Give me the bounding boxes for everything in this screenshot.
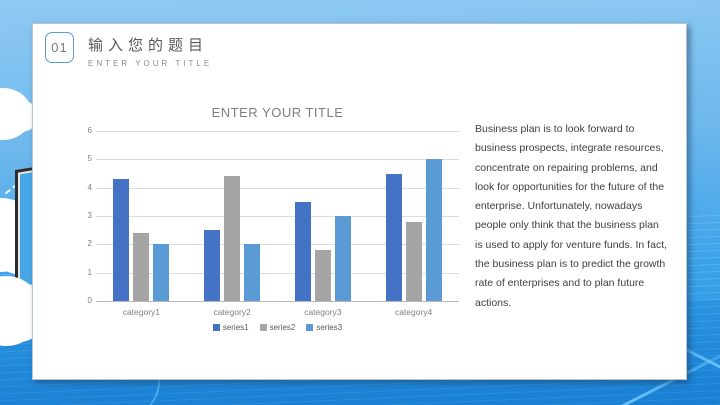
gridline <box>96 244 459 246</box>
body-text: Business plan is to look forward to busi… <box>475 123 668 309</box>
section-number-badge: 01 <box>45 32 74 63</box>
bar-series3-category1 <box>153 244 170 301</box>
legend-item-series3: series3 <box>306 323 342 332</box>
legend-swatch-series1 <box>212 324 220 331</box>
slide-title: 输入您的题目 <box>88 37 209 54</box>
x-axis-category-label: category3 <box>304 307 342 317</box>
y-axis-tick-label: 1 <box>87 267 92 277</box>
slide-header: 01 输入您的题目 ENTER YOUR TITLE <box>45 32 212 68</box>
gridline <box>96 187 459 189</box>
bar-series2-category3 <box>314 250 331 301</box>
legend-item-series1: series1 <box>212 323 249 332</box>
slide-card: 01 输入您的题目 ENTER YOUR TITLE ENTER YOUR TI… <box>32 23 687 380</box>
legend-item-series2: series2 <box>259 323 296 332</box>
bar-series1-category3 <box>294 201 311 301</box>
y-axis-tick-label: 3 <box>87 211 92 220</box>
legend-swatch-series2 <box>259 324 267 331</box>
bar-series1-category1 <box>113 179 130 301</box>
gridline <box>96 216 459 217</box>
x-axis-category-label: category4 <box>394 307 433 317</box>
chart-title: ENTER YOUR TITLE <box>211 105 344 120</box>
legend-label-series3: series3 <box>316 323 343 332</box>
gridline <box>96 272 459 274</box>
bar-series3-category3 <box>334 216 351 301</box>
legend-swatch-series3 <box>306 324 314 331</box>
gridline <box>96 301 459 302</box>
y-axis-tick-label: 2 <box>87 239 92 249</box>
y-axis-tick-label: 4 <box>87 182 92 192</box>
gridline <box>96 131 459 132</box>
y-axis-tick-label: 0 <box>87 296 92 305</box>
bar-series2-category1 <box>133 233 150 301</box>
y-axis-tick-label: 6 <box>87 126 92 135</box>
y-axis-tick-label: 5 <box>87 154 92 164</box>
legend-label-series1: series1 <box>222 323 249 332</box>
header-text: 输入您的题目 ENTER YOUR TITLE <box>88 32 212 68</box>
bar-series2-category2 <box>224 176 241 301</box>
slide-subtitle: ENTER YOUR TITLE <box>88 59 213 68</box>
bar-series3-category4 <box>425 159 442 301</box>
x-axis-category-label: category2 <box>213 307 251 317</box>
x-axis-category-label: category1 <box>122 307 161 317</box>
legend-label-series2: series2 <box>269 323 296 332</box>
gridline <box>96 159 459 161</box>
bar-series1-category4 <box>385 173 402 301</box>
bar-series3-category2 <box>244 244 261 301</box>
bar-series1-category2 <box>204 230 221 301</box>
bar-series2-category4 <box>405 221 422 301</box>
chart-plot: 0 1 2 3 4 5 6 category1 category2 category3 catego… <box>88 126 459 317</box>
chart-legend: series1 series2 series3 <box>96 323 459 332</box>
